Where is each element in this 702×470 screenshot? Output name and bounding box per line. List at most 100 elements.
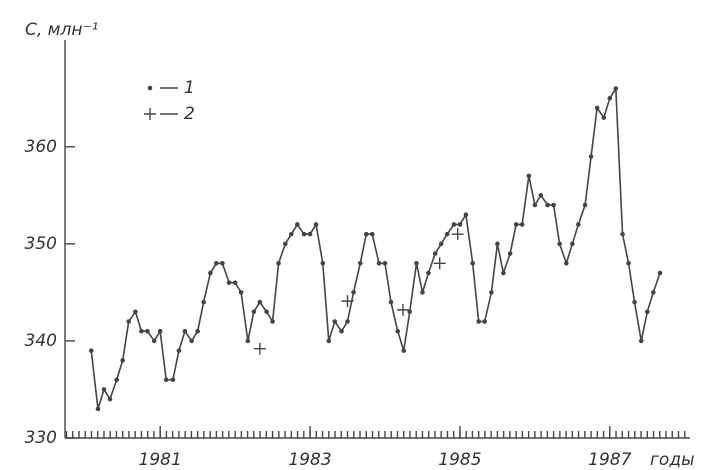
data-point: [276, 260, 281, 266]
data-point: [301, 231, 307, 237]
data-point: [476, 319, 481, 324]
data-point: [163, 377, 169, 383]
data-point: [295, 222, 300, 227]
data-point: [220, 260, 225, 266]
legend-marker: [144, 108, 156, 120]
data-point: [470, 260, 475, 266]
data-point: [369, 231, 375, 237]
data-point: [657, 270, 663, 276]
data-point: [145, 328, 150, 334]
data-point: [601, 115, 607, 120]
x-tick-label: 1985: [438, 450, 481, 470]
data-point: [613, 86, 619, 91]
legend-marker: [147, 85, 153, 91]
data-point: [519, 222, 525, 227]
data-point: [638, 338, 644, 344]
data-point: [313, 222, 319, 227]
data-point: [264, 309, 269, 315]
data-point: [208, 270, 213, 276]
data-point: [388, 299, 394, 305]
data-point: [251, 309, 257, 315]
data-point: [341, 295, 354, 308]
legend-label: 2: [184, 104, 195, 124]
data-point: [201, 299, 206, 305]
data-point: [396, 303, 409, 316]
data-point: [176, 348, 182, 353]
data-point: [226, 280, 232, 285]
data-point: [564, 260, 569, 266]
data-point: [650, 290, 656, 295]
data-point: [114, 377, 120, 383]
data-point: [133, 309, 138, 315]
data-point: [501, 270, 506, 276]
series-line: [90, 85, 661, 410]
data-point: [451, 222, 457, 227]
data-point: [363, 231, 369, 237]
data-point: [253, 342, 266, 355]
data-point: [420, 290, 425, 295]
data-point: [376, 260, 382, 266]
data-point: [395, 328, 401, 334]
data-point: [432, 251, 438, 256]
data-point: [407, 309, 413, 315]
data-point: [283, 241, 288, 247]
x-tick-label: 1981: [139, 450, 182, 470]
data-point: [626, 260, 631, 266]
y-tick-label: 350: [25, 234, 57, 254]
data-point: [451, 228, 464, 241]
data-point: [120, 358, 126, 363]
y-tick-label: 340: [25, 331, 57, 351]
data-point: [463, 212, 469, 218]
data-point: [620, 231, 625, 237]
data-point: [526, 173, 532, 179]
y-axis-label: C, млн⁻¹: [25, 20, 98, 40]
data-point: [195, 328, 200, 334]
data-point: [582, 202, 588, 208]
data-point: [414, 260, 419, 266]
data-point: [357, 260, 363, 266]
data-point: [507, 251, 513, 256]
data-point: [644, 309, 650, 315]
data-point: [457, 222, 463, 227]
data-point: [289, 231, 294, 237]
data-point: [532, 202, 538, 208]
data-point: [576, 222, 581, 227]
data-point: [320, 260, 326, 266]
data-point: [339, 328, 344, 334]
data-point: [126, 319, 131, 324]
data-point: [538, 193, 544, 198]
data-point: [182, 328, 188, 334]
data-point: [101, 387, 107, 392]
data-point: [307, 231, 313, 237]
data-point: [495, 241, 500, 247]
data-point: [95, 406, 101, 412]
data-point: [438, 241, 444, 247]
data-point: [513, 222, 519, 227]
x-tick-label: 1983: [288, 450, 331, 470]
x-tick-label: 1987: [588, 450, 631, 470]
data-point: [332, 319, 338, 324]
y-tick-label: 360: [25, 137, 57, 157]
data-point: [482, 319, 487, 324]
data-point: [151, 338, 157, 344]
data-point: [426, 270, 431, 276]
data-point: [107, 396, 113, 402]
data-point: [232, 280, 238, 285]
data-point: [326, 338, 332, 344]
data-point: [382, 260, 388, 266]
data-point: [88, 348, 94, 353]
data-point: [345, 319, 350, 324]
data-point: [551, 202, 556, 208]
data-point: [214, 260, 219, 266]
data-point: [170, 377, 176, 383]
data-point: [545, 202, 550, 208]
data-point: [594, 105, 600, 111]
data-point: [570, 241, 575, 247]
data-point: [270, 319, 275, 324]
data-point: [401, 348, 407, 353]
data-point: [189, 338, 194, 344]
data-point: [351, 290, 356, 295]
data-point: [433, 257, 446, 270]
legend-label: 1: [184, 78, 195, 98]
